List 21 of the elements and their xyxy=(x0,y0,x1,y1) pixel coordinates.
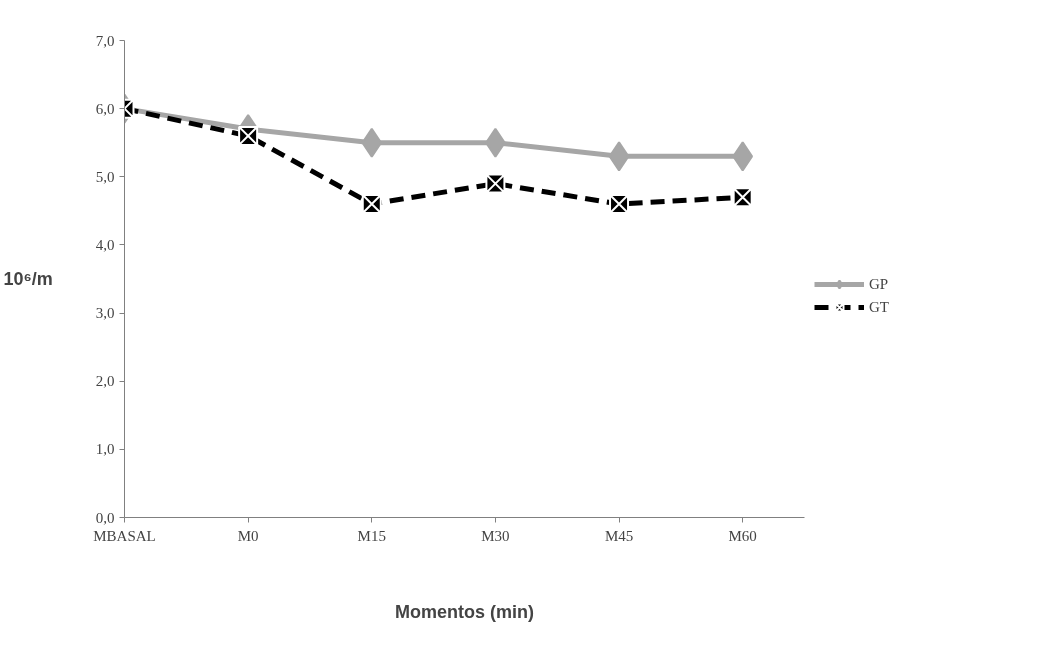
x-tick-label: M30 xyxy=(481,527,510,544)
x-tick-label: MBASAL xyxy=(93,527,156,544)
y-tick-label: 4,0 xyxy=(95,236,115,253)
y-tick-label: 2,0 xyxy=(95,373,115,390)
y-tick-label: 7,0 xyxy=(95,32,115,49)
y-tick-label: 1,0 xyxy=(95,441,115,458)
x-tick-label: M0 xyxy=(237,527,259,544)
y-tick-label: 5,0 xyxy=(95,168,115,185)
x-tick-label: M45 xyxy=(604,527,634,544)
point xyxy=(361,127,383,158)
point xyxy=(732,141,754,172)
y-tick-label: 0,0 xyxy=(95,509,115,526)
y-tick-label: 3,0 xyxy=(95,305,115,322)
y-axis-title: 10⁶/m xyxy=(3,269,53,289)
x-axis-title: Momentos (min) xyxy=(395,601,534,622)
legend-label: GP xyxy=(869,275,889,293)
point xyxy=(608,141,630,172)
y-tick-label: 6,0 xyxy=(95,100,115,117)
legend-label: GT xyxy=(869,298,889,316)
x-tick-label: M60 xyxy=(728,527,757,544)
x-tick-label: M15 xyxy=(357,527,386,544)
